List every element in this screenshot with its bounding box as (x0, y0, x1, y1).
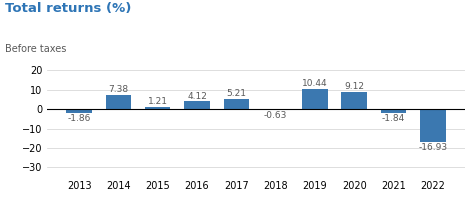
Text: Before taxes: Before taxes (5, 44, 66, 54)
Bar (341, 92, 367, 109)
Text: 1.21: 1.21 (148, 97, 168, 106)
Text: -16.93: -16.93 (418, 143, 447, 152)
Text: Total returns (%): Total returns (%) (5, 2, 131, 15)
Text: 10.44: 10.44 (302, 79, 328, 88)
Text: 5.21: 5.21 (226, 89, 246, 98)
Bar (106, 95, 131, 109)
Text: 9.12: 9.12 (344, 82, 364, 91)
Text: -1.84: -1.84 (382, 114, 405, 123)
Bar (184, 101, 210, 109)
Text: 4.12: 4.12 (187, 92, 207, 101)
Text: 7.38: 7.38 (109, 85, 128, 94)
Bar (66, 109, 92, 113)
Text: -0.63: -0.63 (264, 111, 287, 120)
Bar (381, 109, 406, 113)
Bar (263, 109, 288, 111)
Bar (224, 99, 249, 109)
Bar (145, 107, 171, 109)
Bar (302, 89, 328, 109)
Bar (420, 109, 446, 142)
Text: -1.86: -1.86 (67, 114, 91, 123)
